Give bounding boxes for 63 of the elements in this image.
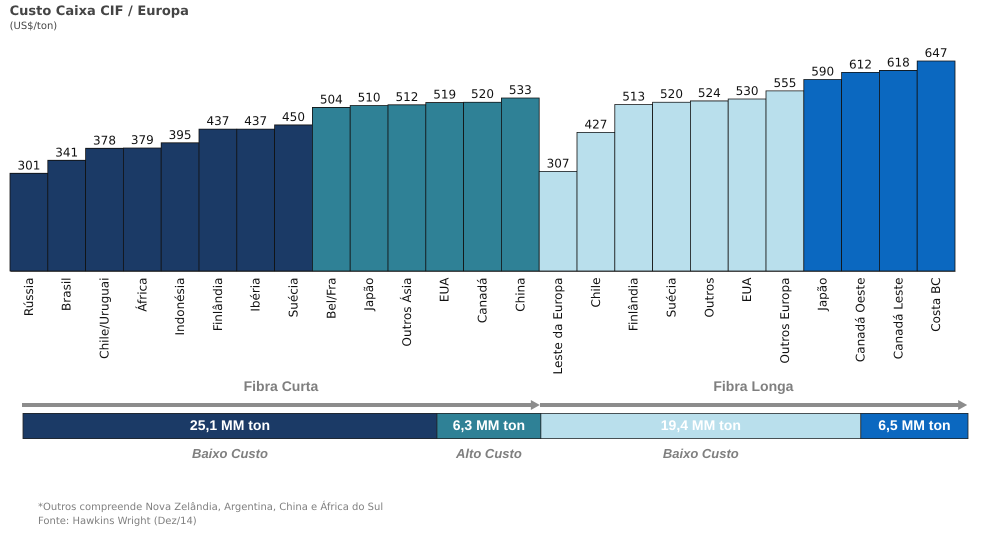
data-label: 301 [17,158,40,172]
x-tick-label: Ibéria [248,278,263,312]
x-tick-label: Suécia [286,278,300,318]
x-tick-label: Chile [588,278,603,308]
data-label: 437 [206,114,230,128]
data-label: 533 [508,83,532,97]
x-tick-label: EUA [438,276,452,302]
data-label: 25,1 MM ton [190,417,270,433]
series-label: Alto Custo [455,446,522,461]
x-tick-label: Finlândia [626,278,641,332]
data-label: 512 [395,90,418,104]
data-label: 513 [622,89,646,104]
x-tick-label: Leste da Europa [551,278,566,374]
source-note: Fonte: Hawkins Wright (Dez/14) [38,515,198,529]
chart-title: Custo Caixa CIF / Europa [10,4,189,19]
series-label: Baixo Custo [662,446,739,461]
data-label: 520 [471,87,494,102]
data-label: 504 [320,92,343,106]
x-tick-label: Chile/Uruguai [98,278,112,359]
data-label: 519 [433,88,456,102]
data-label: 612 [849,57,872,72]
data-label: 19,4 MM ton [660,417,741,433]
x-tick-label: Finlândia [210,278,225,332]
x-tick-label: Brasil [60,278,74,311]
text: *Outros compreende Nova Zelândia, Argentina, China e África do Sul [38,501,384,515]
x-tick-label: Indonésia [173,278,188,336]
x-tick-label: China [513,278,528,312]
data-label: 555 [773,76,796,90]
x-tick-label: Rússia [22,278,36,316]
x-tick-label: Suécia [664,278,678,318]
data-label: 6,3 MM ton [452,417,526,433]
data-label: 427 [584,117,608,132]
data-label: 590 [811,64,834,78]
data-label: 307 [546,156,570,170]
text: Fibra Curta [242,378,320,394]
x-tick-label: Canadá Oeste [854,278,868,362]
x-tick-label: Outros Ásia [398,278,414,346]
data-label: 524 [698,86,721,100]
data-label: 341 [55,145,78,160]
chart-subtitle: (US$/ton) [10,21,58,32]
data-label: 618 [886,55,910,70]
x-tick-label: Canadá [476,278,490,324]
x-tick-label: Outros Europa [778,278,792,364]
data-label: 510 [358,90,381,104]
series-label: Baixo Custo [192,446,268,461]
data-label: 450 [282,110,305,124]
data-label: 6,5 MM ton [878,417,951,433]
x-tick-label: Bel/Fra [324,278,338,319]
data-label: 647 [924,46,948,60]
x-tick-label: Japão [362,278,376,312]
data-label: 395 [168,128,192,142]
text: Fibra Longa [712,378,794,394]
x-tick-label: Costa BC [929,278,944,332]
x-tick-label: África [134,278,150,312]
data-label: 530 [736,84,759,98]
x-tick-label: EUA [740,276,754,302]
data-label: 520 [660,87,683,102]
data-label: 378 [93,133,116,148]
data-label: 437 [244,114,268,128]
x-tick-label: Canadá Leste [891,278,906,360]
data-label: 379 [130,132,154,147]
x-tick-label: Japão [816,278,830,312]
x-tick-label: Outros [702,278,716,318]
